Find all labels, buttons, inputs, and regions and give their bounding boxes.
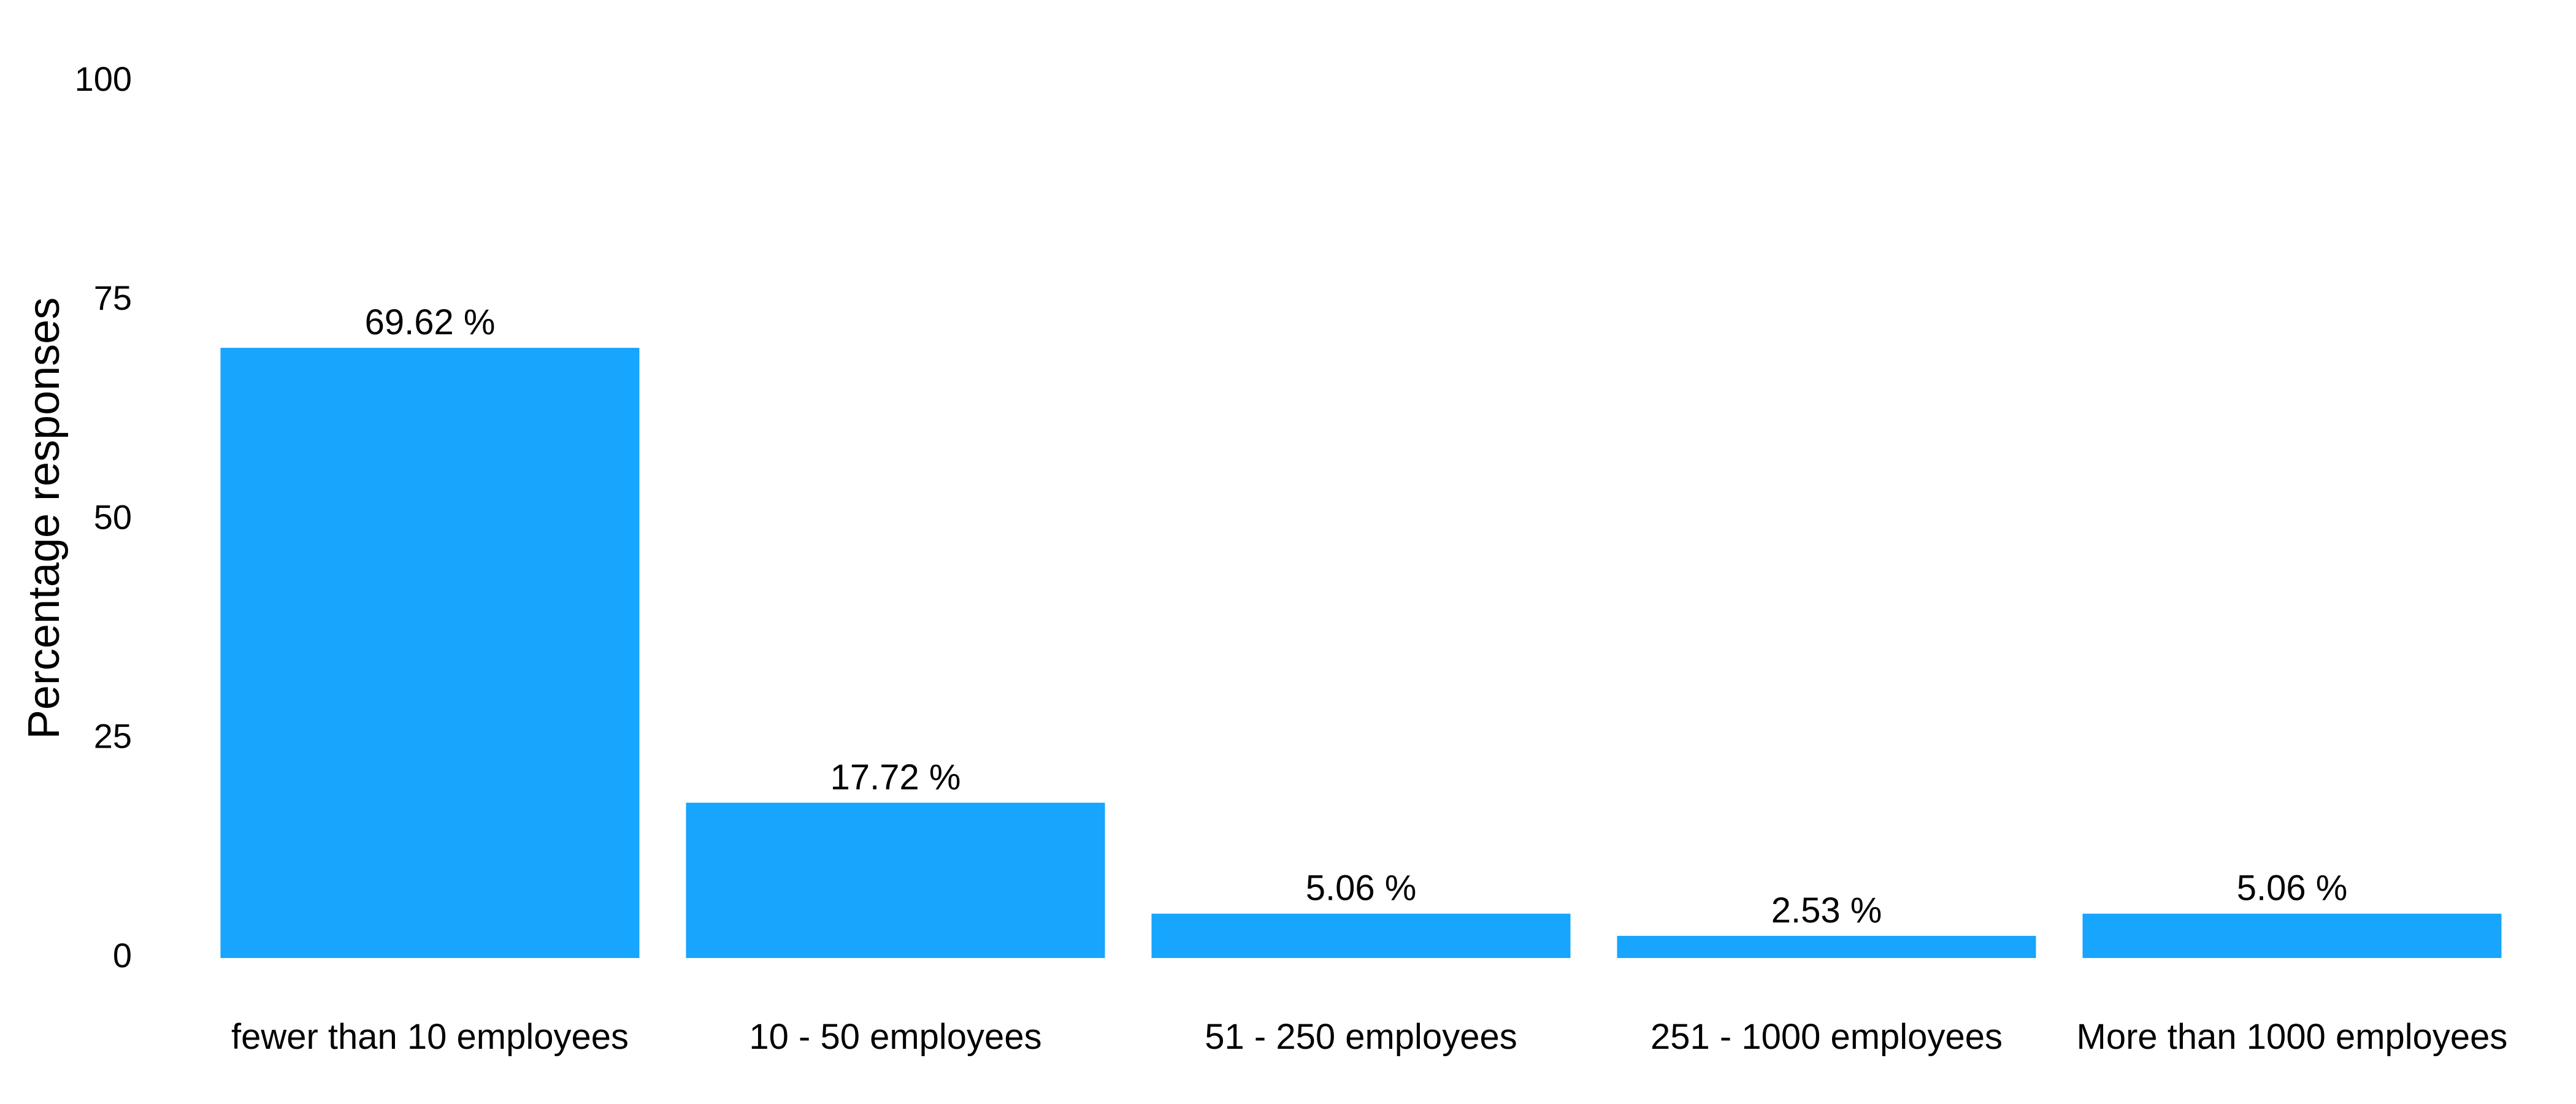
- y-tick-label: 75: [94, 278, 132, 317]
- data-label: 17.72 %: [830, 757, 961, 797]
- data-label: 5.06 %: [2237, 868, 2348, 908]
- bar: [2082, 913, 2502, 958]
- x-category-label: fewer than 10 employees: [231, 1017, 629, 1057]
- bar: [686, 802, 1105, 958]
- y-tick-label: 0: [113, 936, 132, 975]
- x-category-label: 10 - 50 employees: [749, 1017, 1041, 1057]
- y-axis-ticks: 0 25 50 75 100: [75, 59, 132, 975]
- data-label: 69.62 %: [365, 302, 496, 342]
- data-label: 2.53 %: [1771, 891, 1882, 930]
- x-category-label: 251 - 1000 employees: [1650, 1017, 2003, 1057]
- y-axis-title: Percentage responses: [20, 297, 69, 739]
- data-label: 5.06 %: [1306, 868, 1417, 908]
- y-tick-label: 50: [94, 497, 132, 536]
- x-axis-category-labels: fewer than 10 employees 10 - 50 employees…: [231, 1017, 2507, 1057]
- x-category-label: More than 1000 employees: [2077, 1017, 2508, 1057]
- x-category-label: 51 - 250 employees: [1205, 1017, 1517, 1057]
- data-labels-group: 69.62 % 17.72 % 5.06 % 2.53 % 5.06 %: [365, 302, 2348, 930]
- bars-group: [220, 348, 2502, 958]
- bar: [1151, 913, 1571, 958]
- bar: [1617, 935, 2036, 958]
- bar: [220, 348, 640, 958]
- y-tick-label: 100: [75, 59, 132, 98]
- y-tick-label: 25: [94, 717, 132, 756]
